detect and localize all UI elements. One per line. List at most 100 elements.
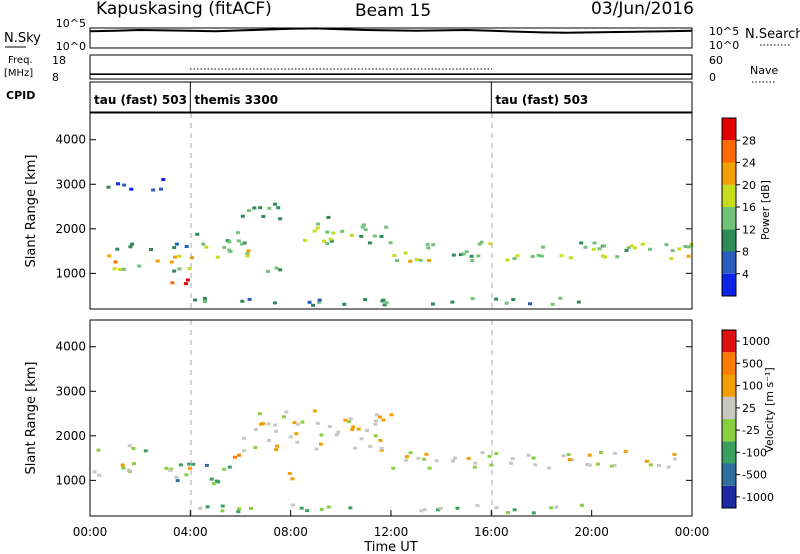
scatter-cell [378,415,382,419]
scatter-cell [173,255,177,259]
scatter-cell [373,434,378,438]
scatter-cell [559,254,564,258]
scatter-cell [623,449,628,453]
scatter-cell [461,252,466,256]
scatter-cell [121,466,126,470]
colorbar-swatch [722,463,736,486]
scatter-cell [539,254,544,258]
scatter-cell [319,433,324,437]
time-axis-label: Time UT [363,540,417,554]
date-title: 03/Jun/2016 [591,0,694,19]
cpid-panel: CPID tau (fast) 503 themis 3300 tau (fast)… [6,81,693,113]
scatter-cell [184,245,189,248]
scatter-cell [455,506,460,510]
scatter-cell [526,453,531,457]
scatter-cell [291,503,295,507]
scatter-cell [359,234,364,238]
scatter-cell [382,303,387,307]
scatter-cell [381,418,386,422]
scatter-cell [128,245,133,249]
scatter-cell [427,259,431,262]
y-tick-label: 1000 [55,266,86,280]
scatter-cell [368,444,373,448]
scatter-cell [202,296,207,300]
scatter-cell [404,455,409,459]
scatter-cell [258,206,263,210]
scatter-cell [640,242,645,246]
scatter-cell [349,233,354,237]
freq-left-tick-bottom: 8 [52,71,59,84]
scatter-cell [597,247,602,251]
scatter-cell [672,452,677,456]
scatter-cell [477,242,482,246]
scatter-cell [215,255,220,259]
scatter-cell [515,254,520,258]
scatter-cell [554,505,559,509]
scatter-cell [453,456,458,460]
x-tick-label: 00:00 [73,525,108,539]
scatter-cell [314,447,319,451]
scatter-cell [689,243,694,247]
scatter-cell [489,463,494,467]
scatter-cell [149,248,154,251]
scatter-cell [469,254,474,258]
scatter-cell [302,238,307,242]
scatter-cell [505,258,510,262]
scatter-cell [567,458,572,461]
scatter-cell [424,452,429,456]
scatter-cell [325,242,330,245]
scatter-cell [315,421,320,425]
colorbar-swatch [722,396,736,419]
colorbar-swatch [722,207,736,230]
scatter-cell [240,299,245,303]
scatter-cell [479,240,484,244]
scatter-cell [161,178,166,181]
scatter-cell [169,260,174,264]
scatter-cell [137,264,142,268]
scatter-cell [677,247,682,251]
velocity-ylabel: Slant Range [km] [24,362,39,475]
scatter-cell [494,297,499,301]
noise-left-label: N.Sky [4,31,41,46]
scatter-cell [505,511,510,515]
colorbar-swatch [722,162,736,185]
scatter-cell [204,245,209,249]
scatter-cell [220,509,225,513]
scatter-cell [363,228,368,232]
scatter-cell [246,249,251,253]
scatter-cell [644,459,649,463]
scatter-cell [106,185,111,189]
colorbar-swatch [722,140,736,163]
scatter-cell [305,509,310,513]
scatter-cell [201,242,206,246]
scatter-cell [284,410,289,414]
scatter-cell [273,202,278,206]
scatter-cell [319,507,324,511]
scatter-cell [198,506,203,510]
scatter-cell [395,259,399,263]
colorbar-swatch [722,352,736,375]
scatter-cell [664,243,669,247]
power-colorbar-label: Power [dB] [759,180,772,240]
scatter-cell [472,465,477,469]
scatter-cell [247,297,252,301]
colorbar-tick-label: 100 [742,380,763,393]
scatter-cell [175,479,180,483]
scatter-cell [336,430,341,434]
colorbar-tick-label: 4 [742,268,749,281]
scatter-cell [174,475,179,479]
scatter-cell [438,506,443,510]
scatter-cell [426,246,431,250]
scatter-cell [107,254,112,258]
scatter-cell [205,505,210,509]
scatter-cell [657,464,661,467]
scatter-cell [670,249,675,253]
power-ylabel: Slant Range [km] [24,155,39,268]
scatter-cell [494,452,499,455]
freq-right-tick-bottom: 0 [709,71,716,84]
scatter-cell [287,471,292,475]
noise-left-tick-top: 10^5 [56,17,86,30]
scatter-cell [247,209,252,212]
scatter-cell [612,463,617,467]
